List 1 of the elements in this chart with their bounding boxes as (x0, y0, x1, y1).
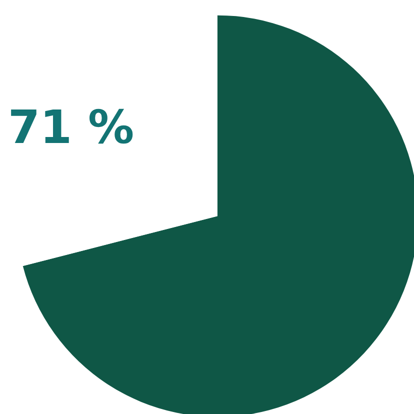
text: 71 % (8, 100, 134, 154)
